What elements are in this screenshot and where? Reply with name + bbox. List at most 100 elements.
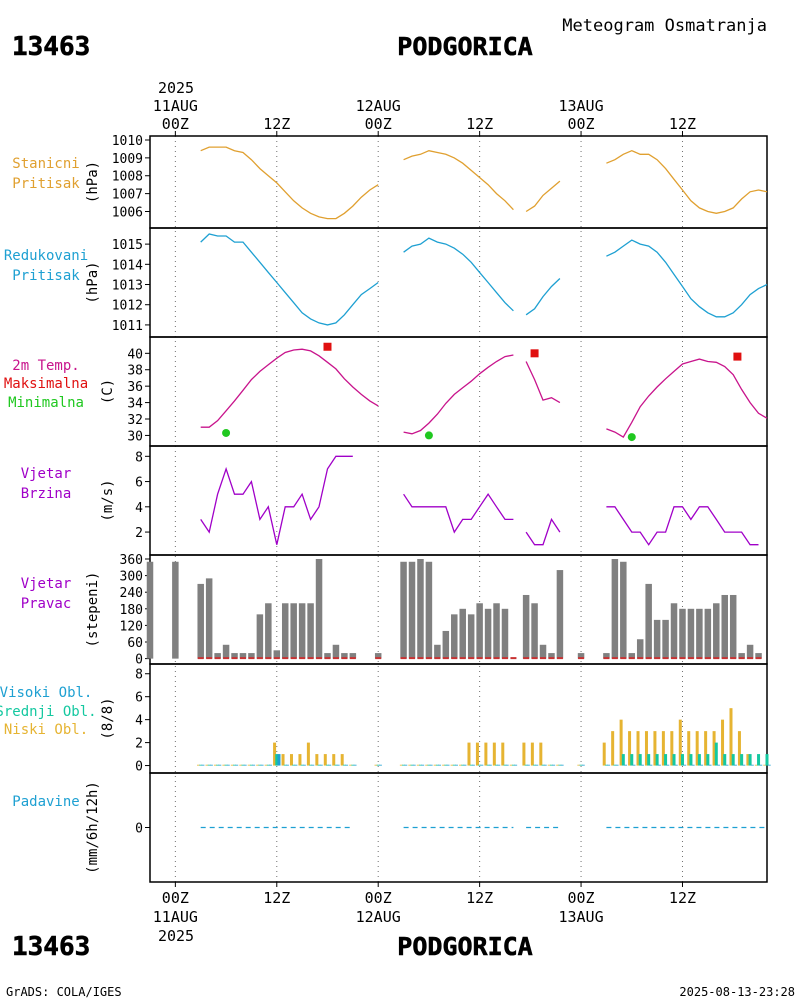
series-line (525, 517, 561, 546)
time-axis: 00Z 00Z 12Z 12Z 00Z 00Z 12Z 12Z 00Z 00Z 12Z 12Z 11AU… (153, 97, 696, 926)
series-line (200, 455, 353, 545)
cloud-bar (374, 764, 378, 766)
wind-direction-bar (713, 603, 720, 659)
cloud-bar (349, 764, 353, 766)
time-tick-label-bottom: 00Z (162, 889, 189, 907)
cloud-bar (410, 764, 414, 766)
cloud-bar (632, 764, 636, 766)
series-line (525, 278, 561, 316)
cloud-bar (647, 754, 651, 766)
wind-direction-bar (687, 608, 695, 659)
cloud-bar (249, 764, 253, 766)
wind-direction-bar (451, 614, 458, 659)
y-tick-label: 8 (135, 668, 143, 683)
cloud-bar (345, 764, 349, 766)
cloud-bar (700, 764, 704, 766)
panel-title-line: Srednji Obl. (0, 704, 97, 720)
grid (174, 136, 683, 882)
wind-direction-base-mark (256, 657, 263, 660)
wind-direction-bar (256, 614, 264, 659)
y-tick-label: 1008 (112, 170, 143, 185)
year-bottom: 2025 (158, 927, 194, 945)
wind-direction-base-mark (282, 657, 289, 660)
cloud-bar (226, 764, 230, 766)
cloud-bar (281, 754, 285, 766)
cloud-bar (492, 742, 496, 766)
time-tick-label-top: 12Z (466, 115, 493, 133)
panels: Stanicni Pritisak (hPa) 1006 1007 1008 1009 101… (0, 134, 771, 883)
time-tick-label-top: 12Z (263, 115, 290, 133)
cloud-bar (750, 764, 754, 766)
cloud-bar (552, 764, 556, 766)
cloud-bar (454, 764, 458, 766)
cloud-bar (501, 742, 505, 766)
cloud-bar (264, 764, 268, 766)
footer-left: GrADS: COLA/IGES (6, 985, 122, 999)
time-tick-label-bottom: 12Z (263, 889, 290, 907)
wind-direction-base-mark (197, 657, 204, 660)
y-tick-label: 240 (120, 586, 143, 601)
cloud-bar (577, 764, 581, 766)
wind-direction-bar (628, 653, 636, 659)
cloud-bar (427, 764, 431, 766)
cloud-bar (708, 764, 712, 766)
wind-direction-base-mark (510, 657, 517, 660)
cloud-bar (273, 742, 277, 766)
panel-title-line: Visoki Obl. (0, 685, 92, 701)
cloud-bar (342, 764, 346, 766)
cloud-bar (463, 764, 467, 766)
y-axis-label: (stepeni) (85, 572, 101, 648)
cloud-bar (300, 764, 304, 766)
time-tick-label-bottom: 00Z (568, 889, 595, 907)
y-tick-label: 38 (127, 364, 143, 379)
wind-direction-bar (265, 603, 272, 659)
cloud-bar (402, 764, 406, 766)
wind-direction-base-mark (341, 657, 348, 660)
y-tick-label: 0 (135, 822, 143, 837)
wind-direction-base-mark (299, 657, 306, 660)
wind-direction-base-mark (223, 657, 230, 660)
wind-direction-bar (662, 619, 669, 659)
y-tick-label: 36 (127, 380, 143, 395)
wind-direction-bar (374, 653, 382, 659)
cloud-bar (511, 764, 515, 766)
cloud-bar (539, 742, 543, 766)
cloud-bar (480, 764, 484, 766)
cloud-bar (446, 764, 450, 766)
wind-direction-base-mark (696, 657, 703, 660)
cloud-bar (621, 754, 625, 766)
cloud-bar (285, 764, 289, 766)
cloud-bar (547, 764, 551, 766)
series-line (606, 358, 768, 438)
cloud-bar (256, 764, 260, 766)
panel-oblacnost: Visoki Obl. Srednji Obl. Niski Obl. (8/8) 0 2… (0, 663, 771, 775)
cloud-bar (421, 764, 425, 766)
cloud-bar (218, 764, 222, 766)
y-tick-label: 1013 (112, 279, 143, 294)
cloud-bar (543, 764, 547, 766)
y-tick-label: 0 (135, 653, 143, 668)
panel-frame (149, 445, 768, 556)
wind-direction-base-mark (637, 657, 644, 660)
cloud-bar (683, 764, 687, 766)
cloud-bar (522, 742, 526, 766)
year-top: 2025 (158, 79, 194, 97)
cloud-bar (672, 754, 676, 766)
wind-direction-bar (476, 603, 483, 659)
y-tick-label: 0 (135, 760, 143, 775)
cloud-bar (638, 754, 642, 766)
y-tick-label: 32 (127, 413, 143, 428)
cloud-bar (429, 764, 433, 766)
wind-direction-base-mark (316, 657, 323, 660)
cloud-bar (746, 754, 750, 766)
wind-direction-bar (670, 603, 678, 659)
panel-title-line: Stanicni (12, 156, 79, 172)
cloud-bar (478, 764, 482, 766)
time-tick-label-top: 12Z (669, 115, 696, 133)
cloud-bar (530, 742, 534, 766)
wind-direction-bar (197, 583, 204, 659)
station-id-top: 13463 (12, 32, 90, 62)
wind-direction-bar (298, 603, 306, 659)
